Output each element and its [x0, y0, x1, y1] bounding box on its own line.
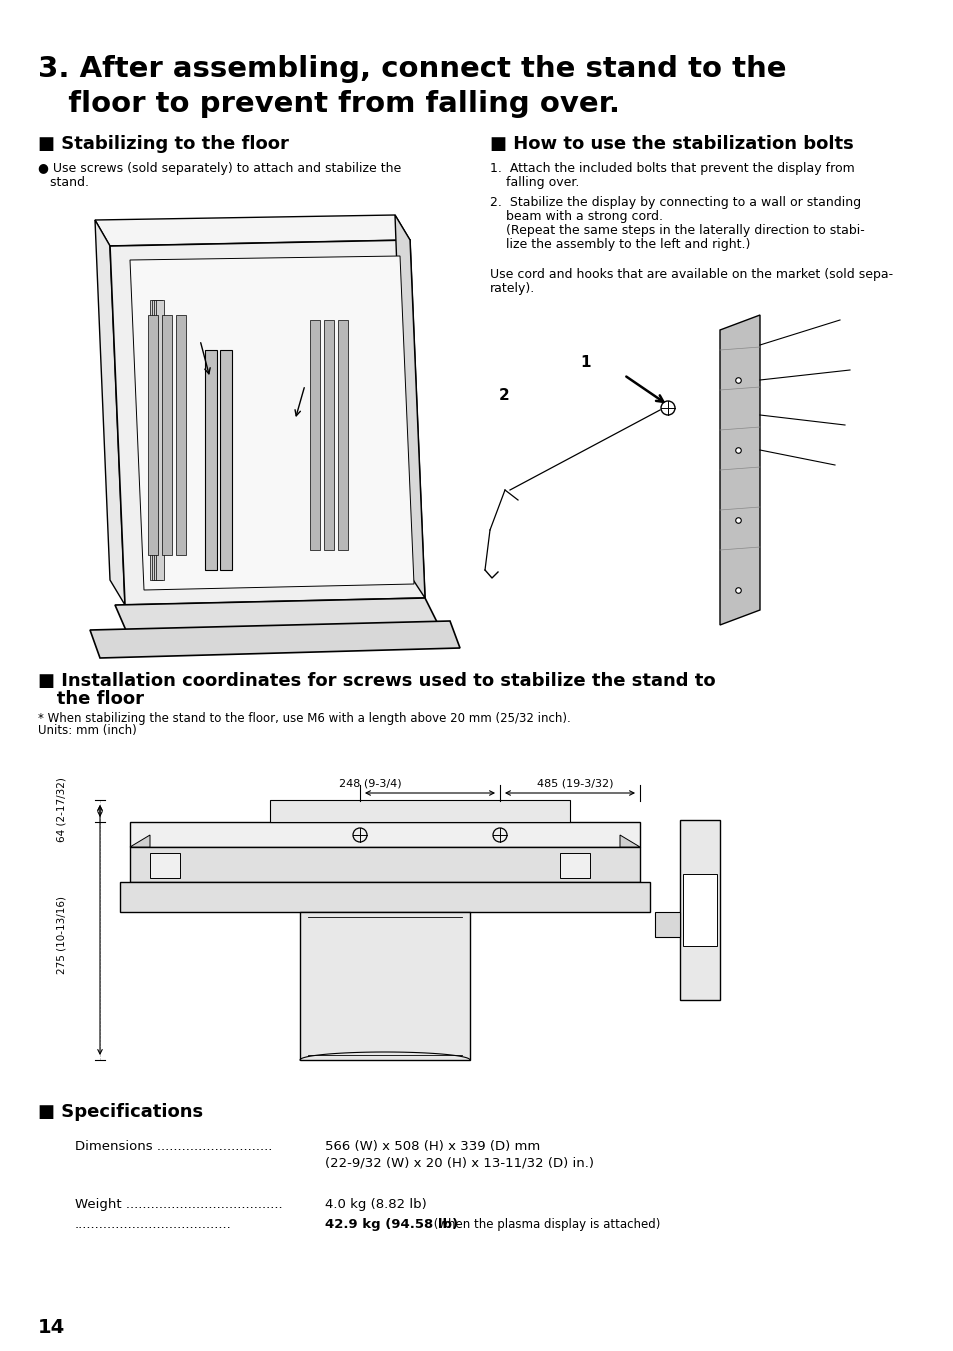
Text: 2.  Stabilize the display by connecting to a wall or standing: 2. Stabilize the display by connecting t… [490, 196, 861, 209]
Text: 4.0 kg (8.82 lb): 4.0 kg (8.82 lb) [325, 1198, 426, 1210]
Text: 485 (19-3/32): 485 (19-3/32) [537, 778, 613, 788]
Text: ■ Stabilizing to the floor: ■ Stabilizing to the floor [38, 135, 289, 153]
Text: ● Use screws (sold separately) to attach and stabilize the: ● Use screws (sold separately) to attach… [38, 162, 401, 176]
Text: 64 (2-17/32): 64 (2-17/32) [57, 778, 67, 843]
Polygon shape [130, 835, 150, 847]
Text: floor to prevent from falling over.: floor to prevent from falling over. [38, 91, 619, 118]
Text: beam with a strong cord.: beam with a strong cord. [490, 209, 662, 223]
Text: 42.9 kg (94.58 lb): 42.9 kg (94.58 lb) [325, 1219, 457, 1231]
Polygon shape [95, 215, 410, 246]
Bar [559, 852, 589, 878]
Text: the floor: the floor [38, 690, 144, 708]
Text: 14: 14 [38, 1319, 65, 1337]
Bar [152, 300, 160, 580]
Bar [205, 350, 216, 570]
Bar [299, 912, 470, 1061]
Bar [175, 315, 186, 555]
Text: (22-9/32 (W) x 20 (H) x 13-11/32 (D) in.): (22-9/32 (W) x 20 (H) x 13-11/32 (D) in.… [325, 1156, 594, 1170]
Bar [679, 820, 720, 1000]
Polygon shape [130, 255, 414, 590]
Bar [655, 912, 679, 938]
Bar [310, 320, 319, 550]
Text: 3. After assembling, connect the stand to the: 3. After assembling, connect the stand t… [38, 55, 785, 82]
Text: ■ Specifications: ■ Specifications [38, 1102, 203, 1121]
Bar [156, 300, 164, 580]
Text: Use cord and hooks that are available on the market (sold sepa-: Use cord and hooks that are available on… [490, 267, 892, 281]
Bar [150, 852, 180, 878]
Text: falling over.: falling over. [490, 176, 578, 189]
Text: ......................................: ...................................... [75, 1219, 232, 1231]
Polygon shape [90, 621, 459, 658]
Polygon shape [115, 598, 439, 635]
Bar [270, 800, 569, 821]
Polygon shape [619, 835, 639, 847]
Text: 248 (9-3/4): 248 (9-3/4) [338, 778, 401, 788]
Text: rately).: rately). [490, 282, 535, 295]
Text: (when the plasma display is attached): (when the plasma display is attached) [430, 1219, 659, 1231]
Bar [148, 315, 158, 555]
Text: 275 (10-13/16): 275 (10-13/16) [57, 896, 67, 974]
Text: 566 (W) x 508 (H) x 339 (D) mm: 566 (W) x 508 (H) x 339 (D) mm [325, 1140, 539, 1152]
Polygon shape [110, 240, 424, 605]
Text: * When stabilizing the stand to the floor, use M6 with a length above 20 mm (25/: * When stabilizing the stand to the floo… [38, 712, 570, 725]
Bar [150, 300, 158, 580]
Polygon shape [395, 215, 424, 598]
Text: lize the assembly to the left and right.): lize the assembly to the left and right.… [490, 238, 750, 251]
Bar [130, 821, 639, 847]
Text: 2: 2 [498, 388, 509, 403]
Text: 1.  Attach the included bolts that prevent the display from: 1. Attach the included bolts that preven… [490, 162, 854, 176]
Text: Dimensions ............................: Dimensions ............................ [75, 1140, 273, 1152]
Text: ■ How to use the stabilization bolts: ■ How to use the stabilization bolts [490, 135, 853, 153]
Text: stand.: stand. [38, 176, 89, 189]
Bar [337, 320, 348, 550]
Text: (Repeat the same steps in the laterally direction to stabi-: (Repeat the same steps in the laterally … [490, 224, 863, 236]
Bar [162, 315, 172, 555]
Text: Weight ......................................: Weight .................................… [75, 1198, 282, 1210]
Text: Units: mm (inch): Units: mm (inch) [38, 724, 136, 738]
Bar [324, 320, 334, 550]
Text: ■ Installation coordinates for screws used to stabilize the stand to: ■ Installation coordinates for screws us… [38, 671, 715, 690]
Bar [130, 847, 639, 882]
Bar [220, 350, 232, 570]
Bar [120, 882, 649, 912]
Bar [153, 300, 162, 580]
Bar [682, 874, 717, 946]
Polygon shape [95, 220, 125, 605]
Polygon shape [720, 315, 760, 626]
Text: 1: 1 [579, 355, 590, 370]
